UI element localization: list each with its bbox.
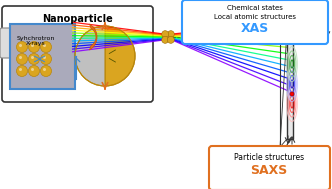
- Text: XAS: XAS: [241, 22, 269, 35]
- Circle shape: [29, 53, 40, 64]
- Circle shape: [41, 53, 51, 64]
- Circle shape: [31, 56, 34, 59]
- Text: Chemical states: Chemical states: [227, 5, 283, 11]
- Circle shape: [19, 44, 22, 47]
- Circle shape: [29, 42, 40, 53]
- Bar: [287, 29, 293, 139]
- Wedge shape: [75, 26, 105, 86]
- FancyBboxPatch shape: [2, 6, 153, 102]
- Circle shape: [167, 36, 174, 43]
- Polygon shape: [90, 24, 97, 50]
- Circle shape: [290, 92, 294, 96]
- Circle shape: [31, 68, 34, 71]
- FancyBboxPatch shape: [10, 24, 75, 89]
- Text: SAXS: SAXS: [250, 164, 288, 177]
- Circle shape: [31, 44, 34, 47]
- Text: Particle structures: Particle structures: [234, 153, 304, 161]
- Circle shape: [19, 56, 22, 59]
- Circle shape: [43, 68, 46, 71]
- Text: Local atomic structures: Local atomic structures: [214, 14, 296, 20]
- Wedge shape: [105, 26, 135, 86]
- Circle shape: [43, 44, 46, 47]
- FancyBboxPatch shape: [182, 0, 328, 44]
- Text: Nanoparticle: Nanoparticle: [42, 14, 113, 24]
- Circle shape: [43, 56, 46, 59]
- Circle shape: [17, 53, 28, 64]
- FancyBboxPatch shape: [0, 28, 72, 58]
- Circle shape: [41, 42, 51, 53]
- Circle shape: [162, 36, 169, 43]
- FancyBboxPatch shape: [209, 146, 330, 189]
- Circle shape: [19, 68, 22, 71]
- Circle shape: [167, 31, 174, 38]
- Circle shape: [162, 31, 169, 38]
- Text: Syhchrotron
X-rays: Syhchrotron X-rays: [17, 36, 55, 46]
- Circle shape: [29, 66, 40, 77]
- Circle shape: [17, 42, 28, 53]
- Circle shape: [17, 66, 28, 77]
- Circle shape: [41, 66, 51, 77]
